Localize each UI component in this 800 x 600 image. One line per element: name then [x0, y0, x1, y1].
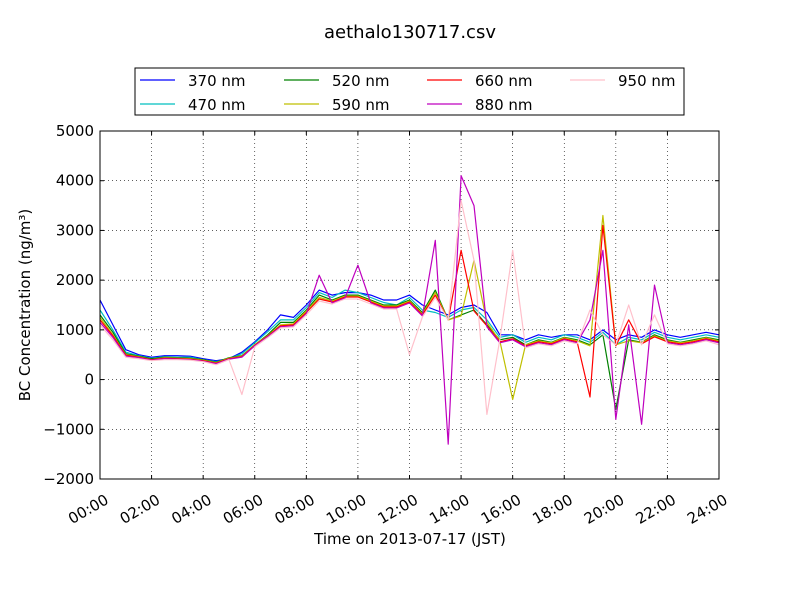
x-tick-label: 24:00 [684, 491, 730, 528]
x-tick-label: 16:00 [478, 491, 524, 528]
x-tick-label: 12:00 [375, 491, 421, 528]
x-tick-label: 18:00 [529, 491, 575, 528]
y-tick-label: 3000 [56, 221, 94, 239]
legend: 370 nm 470 nm 520 nm 590 nm 660 nm 880 nm 950 … [134, 67, 685, 116]
x-tick-label: 22:00 [633, 491, 679, 528]
legend-label: 590 nm [332, 96, 390, 114]
legend-label: 880 nm [475, 96, 533, 114]
y-tick-label: −1000 [43, 420, 94, 438]
series-line-950-nm [99, 200, 720, 415]
x-tick-label: 08:00 [271, 491, 317, 528]
x-axis-label: Time on 2013-07-17 (JST) [313, 530, 506, 548]
x-tick-label: 06:00 [220, 491, 266, 528]
x-tick-label: 00:00 [65, 491, 111, 528]
y-tick-label: 5000 [56, 122, 94, 140]
legend-label: 470 nm [188, 96, 246, 114]
x-tick-label: 02:00 [117, 491, 163, 528]
legend-label: 370 nm [188, 72, 246, 90]
y-tick-label: 0 [84, 371, 94, 389]
y-axis-label: BC Concentration (ng/m³) [16, 209, 34, 402]
ticks: 00:00 02:00 04:00 06:00 08:00 10:00 12:00 14:00… [43, 122, 730, 528]
y-tick-label: −2000 [43, 470, 94, 488]
legend-label: 950 nm [618, 72, 676, 90]
y-tick-label: 4000 [56, 172, 94, 190]
grid [100, 131, 719, 479]
x-tick-label: 04:00 [168, 491, 214, 528]
legend-box [134, 67, 685, 116]
x-tick-label: 20:00 [581, 491, 627, 528]
y-tick-label: 1000 [56, 321, 94, 339]
legend-label: 520 nm [332, 72, 390, 90]
series-group [99, 175, 720, 445]
y-tick-label: 2000 [56, 271, 94, 289]
x-tick-label: 14:00 [426, 491, 472, 528]
legend-label: 660 nm [475, 72, 533, 90]
chart-title: aethalo130717.csv [324, 22, 496, 43]
x-tick-label: 10:00 [323, 491, 369, 528]
